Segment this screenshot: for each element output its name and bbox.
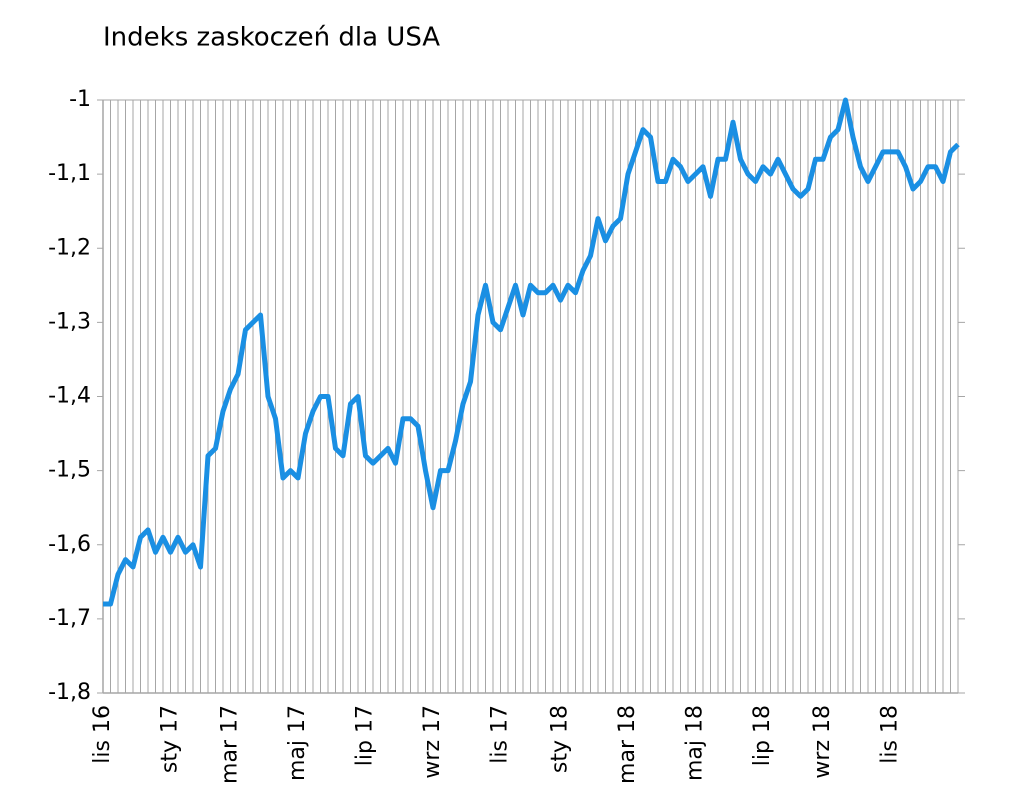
x-tick-label: lis 17 [488,705,513,764]
y-tick-label: -1,1 [48,161,91,186]
x-tick-label: lip 17 [353,705,378,766]
y-tick-label: -1,6 [48,532,91,557]
x-tick-label: lip 18 [750,705,775,766]
x-tick-label: mar 18 [615,705,640,784]
x-tick-label: wrz 17 [420,705,445,779]
y-tick-label: -1,7 [48,606,91,631]
series-line [103,97,960,607]
chart-title: Indeks zaskoczeń dla USA [103,23,440,53]
y-tick-label: -1,2 [48,235,91,260]
x-tick-label: lis 18 [878,705,903,764]
y-tick-label: -1,5 [48,458,91,483]
x-tick-label: mar 17 [218,705,243,784]
y-tick-label: -1,8 [48,680,91,705]
x-tick-label: sty 17 [158,705,183,773]
y-tick-label: -1,3 [48,309,91,334]
x-tick-label: sty 18 [548,705,573,773]
x-tick-label: lis 16 [90,705,115,764]
y-tick-label: -1 [69,87,91,112]
x-tick-label: maj 17 [285,705,310,781]
x-tick-label: wrz 18 [810,705,835,779]
y-tick-label: -1,4 [48,384,91,409]
x-tick-label: maj 18 [683,705,708,781]
